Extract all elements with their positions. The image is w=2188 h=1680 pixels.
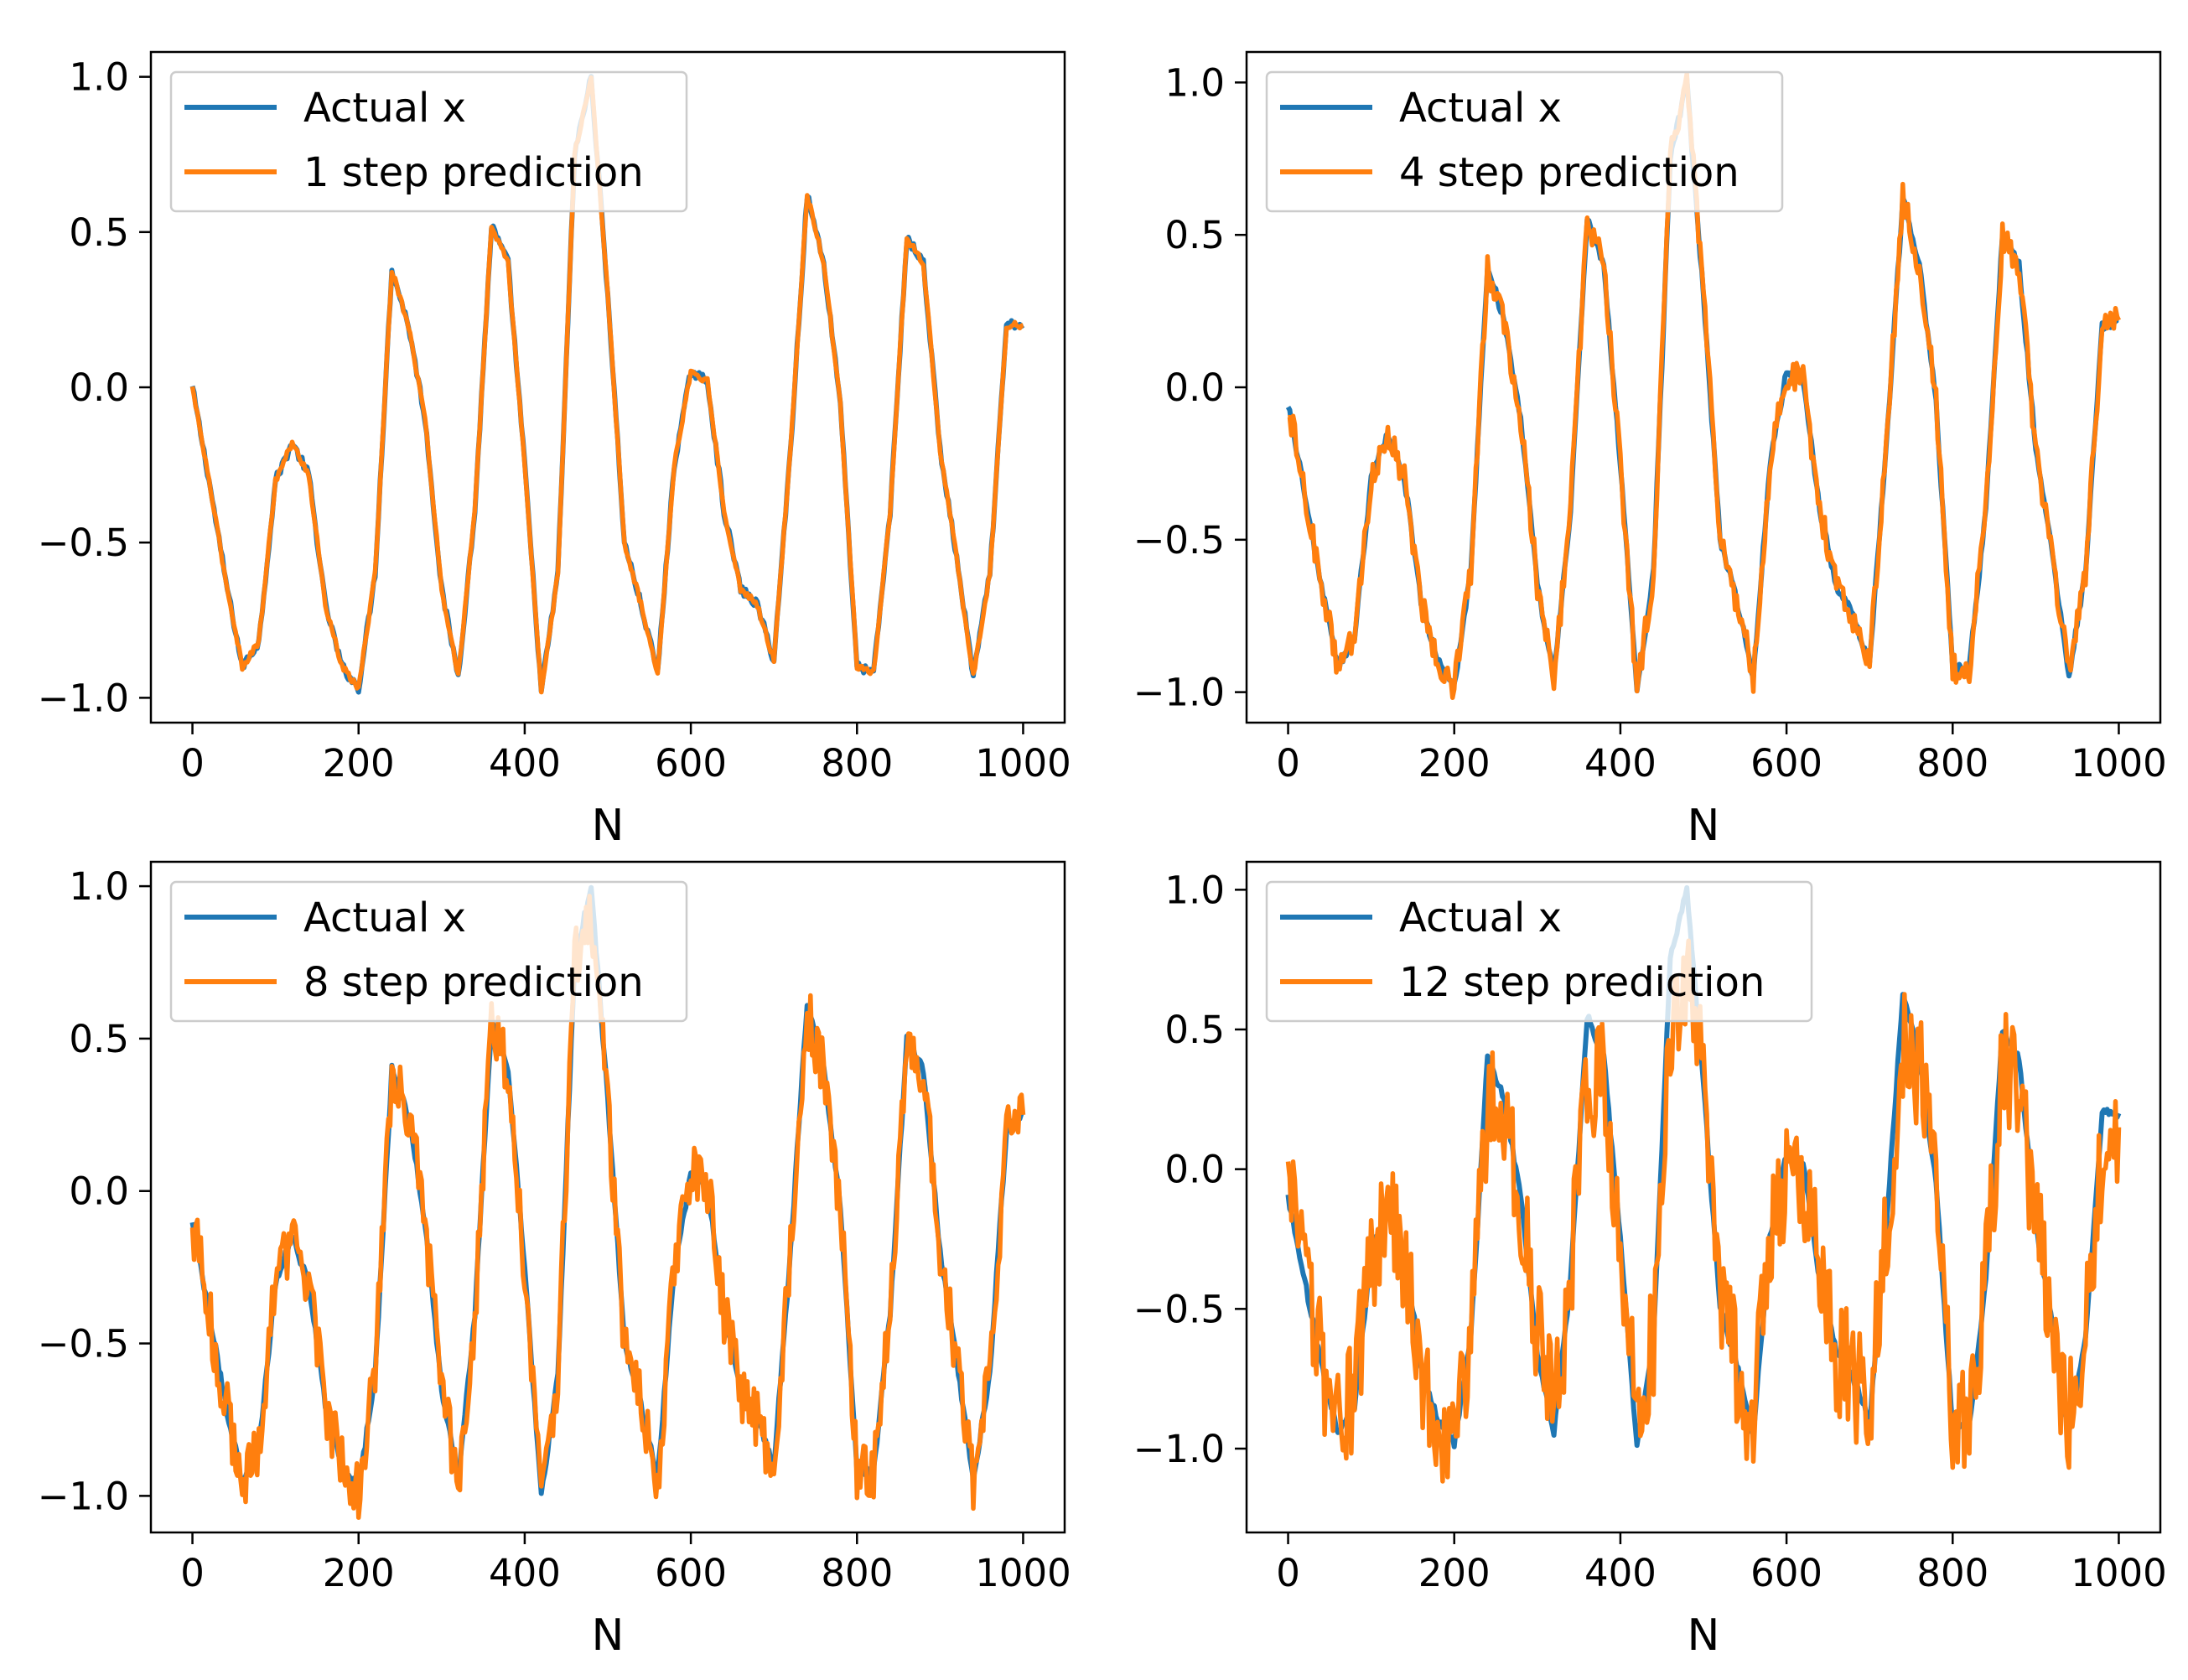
x-tick-label: 800 xyxy=(1916,1551,1988,1595)
y-tick-label: 1.0 xyxy=(1164,868,1225,912)
x-tick-label: 400 xyxy=(489,741,561,786)
x-tick-label: 600 xyxy=(655,1551,727,1595)
x-tick-label: 1000 xyxy=(975,741,1071,786)
x-tick-label: 1000 xyxy=(975,1551,1071,1595)
subplot-top-right: 0 200 400 600 800 1000 −1.0 −0.5 0.0 0.5 1.0 N Actua… xyxy=(1133,50,2167,851)
y-tick-label: −1.0 xyxy=(1133,671,1225,715)
x-tick-label: 0 xyxy=(180,741,205,786)
x-tick-label: 0 xyxy=(180,1551,205,1595)
x-tick-label: 0 xyxy=(1276,1551,1300,1595)
x-tick-label: 400 xyxy=(489,1551,561,1595)
legend: Actual x 8 step prediction xyxy=(169,880,688,1023)
y-tick-label: 0.0 xyxy=(69,1169,129,1214)
subplot-top-left: 0 200 400 600 800 1000 −1.0 −0.5 0.0 0.5 1.0 N Actua… xyxy=(38,50,1071,851)
y-tick-label: −1.0 xyxy=(1133,1427,1225,1471)
x-tick-label: 1000 xyxy=(2071,741,2167,786)
legend-box xyxy=(1265,70,1784,213)
y-tick-label: −1.0 xyxy=(38,1474,129,1518)
legend: Actual x 4 step prediction xyxy=(1265,70,1784,213)
y-tick-label: −0.5 xyxy=(1133,518,1225,563)
x-tick-label: 400 xyxy=(1584,741,1657,786)
legend-entry-label: 12 step prediction xyxy=(1399,959,1765,1006)
y-tick-label: 0.0 xyxy=(1164,1148,1225,1192)
x-tick-label: 600 xyxy=(1750,1551,1822,1595)
x-tick-label: 200 xyxy=(1418,1551,1491,1595)
x-tick-label: 800 xyxy=(1916,741,1988,786)
x-tick-label: 400 xyxy=(1584,1551,1657,1595)
series-line-prediction xyxy=(189,75,1024,695)
plot-area xyxy=(1285,71,2121,700)
series-line-prediction xyxy=(1285,938,2122,1484)
axes-frame xyxy=(1245,860,2162,1534)
legend-box xyxy=(169,70,688,213)
subplot-bottom-right: 0 200 400 600 800 1000 −1.0 −0.5 0.0 0.5 1.0 N Actua… xyxy=(1133,860,2167,1661)
y-tick-label: −0.5 xyxy=(1133,1287,1225,1331)
series-line-prediction xyxy=(1287,71,2121,700)
legend: Actual x 1 step prediction xyxy=(169,70,688,213)
x-tick-label: 800 xyxy=(821,1551,893,1595)
y-tick-label: −1.0 xyxy=(38,676,129,720)
x-tick-label: 600 xyxy=(1750,741,1822,786)
y-tick-label: −0.5 xyxy=(38,1322,129,1366)
y-tick-label: 1.0 xyxy=(69,864,129,909)
y-tick-label: 0.5 xyxy=(69,1017,129,1061)
x-axis-label: N xyxy=(592,801,625,851)
x-tick-label: 200 xyxy=(323,741,395,786)
legend-entry-label: Actual x xyxy=(1399,85,1562,132)
legend-box xyxy=(1265,880,1813,1023)
y-tick-label: 0.5 xyxy=(69,210,129,255)
plot-area xyxy=(1285,884,2122,1484)
x-tick-label: 600 xyxy=(655,741,727,786)
x-axis-label: N xyxy=(1688,801,1720,851)
x-axis-label: N xyxy=(1688,1610,1720,1661)
y-tick-label: 0.5 xyxy=(1164,1008,1225,1052)
axes-frame xyxy=(149,860,1066,1534)
legend-entry-label: Actual x xyxy=(303,894,466,941)
legend: Actual x 12 step prediction xyxy=(1265,880,1813,1023)
series-line-prediction xyxy=(189,894,1026,1521)
x-tick-label: 200 xyxy=(1418,741,1491,786)
x-tick-label: 200 xyxy=(323,1551,395,1595)
subplot-bottom-left: 0 200 400 600 800 1000 −1.0 −0.5 0.0 0.5 1.0 N Actua… xyxy=(38,860,1071,1661)
legend-entry-label: 1 step prediction xyxy=(303,149,644,196)
y-tick-label: −0.5 xyxy=(38,521,129,565)
y-tick-label: 0.0 xyxy=(1164,366,1225,410)
y-tick-label: 0.5 xyxy=(1164,213,1225,257)
y-tick-label: 1.0 xyxy=(1164,60,1225,105)
x-tick-label: 0 xyxy=(1276,741,1300,786)
x-tick-label: 800 xyxy=(821,741,893,786)
legend-entry-label: 8 step prediction xyxy=(303,959,644,1006)
legend-entry-label: Actual x xyxy=(303,85,466,132)
y-tick-label: 0.0 xyxy=(69,366,129,410)
legend-entry-label: Actual x xyxy=(1399,894,1562,941)
legend-box xyxy=(169,880,688,1023)
x-axis-label: N xyxy=(592,1610,625,1661)
legend-entry-label: 4 step prediction xyxy=(1399,149,1740,196)
y-tick-label: 1.0 xyxy=(69,55,129,100)
plot-area xyxy=(189,74,1025,695)
plot-area xyxy=(189,884,1026,1521)
x-tick-label: 1000 xyxy=(2071,1551,2167,1595)
